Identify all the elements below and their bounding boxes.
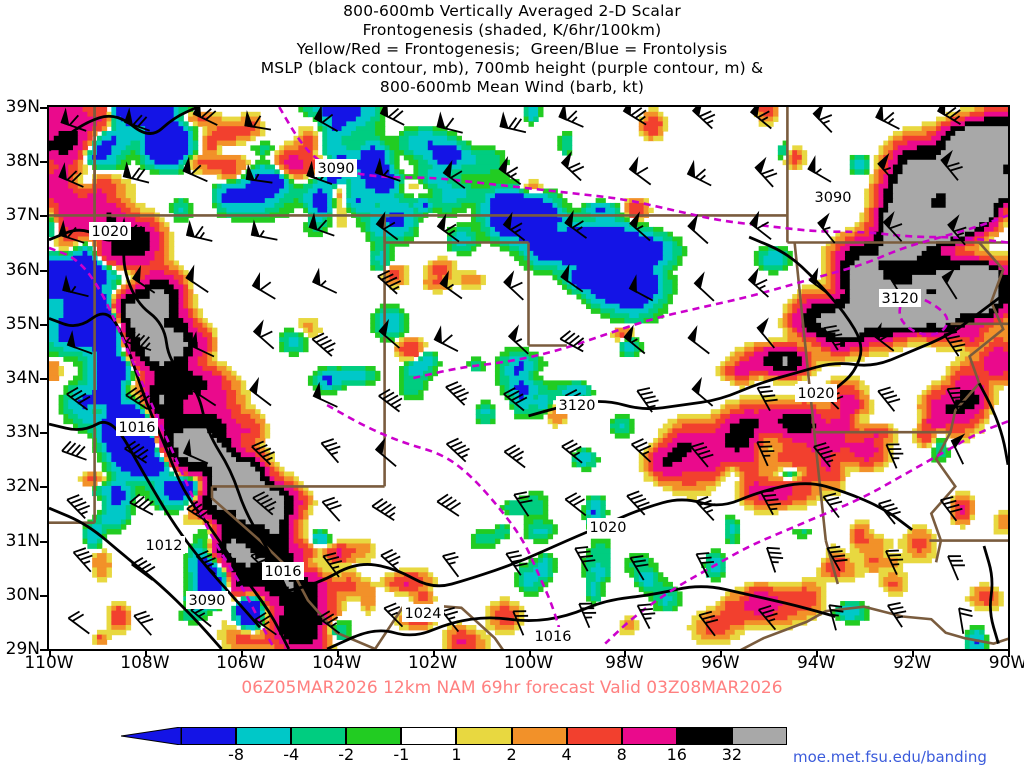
y-axis-tick-30N: 30N	[5, 584, 40, 605]
svg-text:1016: 1016	[119, 420, 156, 436]
y-axis-tick-38N: 38N	[5, 151, 40, 172]
colorbar-label-1: 1	[451, 745, 462, 764]
y-tickmark	[40, 649, 49, 651]
frontogenesis-map: 1020 1016 1012 1016 1024 1016 1020 1020 3090 3090…	[49, 107, 1008, 649]
colorbar-label--2: -2	[338, 745, 355, 764]
colorbar-segment-9[interactable]	[676, 727, 732, 745]
x-axis-tick-92W: 92W	[892, 653, 932, 673]
x-axis-tick-104W: 104W	[312, 653, 362, 673]
svg-text:1016: 1016	[535, 629, 572, 645]
colorbar-segment-6[interactable]	[511, 727, 567, 745]
colorbar-label-2: 2	[506, 745, 517, 764]
x-tickmark	[144, 649, 147, 657]
y-axis-tick-35N: 35N	[5, 313, 40, 334]
x-tickmark	[720, 649, 723, 657]
y-axis-tick-31N: 31N	[5, 530, 40, 551]
colorbar[interactable]	[181, 727, 787, 745]
y-tickmark	[40, 323, 49, 326]
colorbar-label--8: -8	[228, 745, 245, 764]
svg-text:3090: 3090	[318, 161, 355, 177]
colorbar-segment-0[interactable]	[181, 727, 237, 745]
forecast-caption: 06Z05MAR2026 12km NAM 69hr forecast Vali…	[241, 678, 783, 698]
title-line-4: MSLP (black contour, mb), 700mb height (…	[260, 59, 764, 77]
y-tickmark	[40, 269, 49, 272]
x-axis-tick-94W: 94W	[796, 653, 836, 673]
x-axis-tick-110W: 110W	[24, 653, 74, 673]
svg-text:1020: 1020	[590, 520, 627, 536]
colorbar-label-8: 8	[616, 745, 627, 764]
svg-text:3090: 3090	[189, 593, 226, 609]
colorbar-label-16: 16	[666, 745, 687, 764]
y-tickmark	[40, 378, 49, 380]
colorbar-segment-1[interactable]	[236, 727, 292, 745]
colorbar-label--1: -1	[393, 745, 410, 764]
y-axis-tick-36N: 36N	[5, 259, 40, 280]
y-tickmark	[40, 594, 49, 597]
y-axis-tick-33N: 33N	[5, 422, 40, 443]
x-tickmark	[912, 649, 915, 657]
svg-text:3120: 3120	[882, 291, 919, 307]
y-tickmark	[40, 432, 49, 435]
contour-labels: 1020 1016 1012 1016 1024 1016 1020 1020 3090 3090…	[89, 159, 921, 645]
colorbar-label-32: 32	[721, 745, 743, 764]
title-line-3: Yellow/Red = Frontogenesis; Green/Blue =…	[296, 40, 728, 58]
y-tickmark	[40, 486, 49, 489]
x-tickmark	[1008, 649, 1010, 657]
svg-text:3120: 3120	[559, 398, 596, 414]
y-tickmark	[40, 540, 49, 543]
x-tickmark	[336, 649, 339, 657]
x-tickmark	[624, 649, 627, 657]
colorbar-segment-3[interactable]	[346, 727, 402, 745]
x-axis-tick-98W: 98W	[605, 653, 644, 673]
x-tickmark	[240, 649, 243, 657]
y-tickmark	[40, 215, 49, 218]
svg-text:1016: 1016	[265, 564, 302, 580]
svg-text:3090: 3090	[815, 190, 852, 206]
svg-text:1020: 1020	[798, 386, 835, 402]
colorbar-label-4: 4	[561, 745, 572, 764]
svg-text:1024: 1024	[405, 606, 442, 622]
y-axis-tick-39N: 39N	[5, 97, 40, 117]
x-tickmark	[528, 649, 531, 657]
colorbar-segment-7[interactable]	[566, 727, 622, 745]
wind-barbs	[58, 107, 973, 637]
y-axis-tick-32N: 32N	[5, 476, 40, 497]
colorbar-label--4: -4	[283, 745, 300, 764]
map-plot-area[interactable]: 1020 1016 1012 1016 1024 1016 1020 1020 3090 3090…	[47, 105, 1010, 651]
y-axis-tick-29N: 29N	[5, 639, 40, 659]
colorbar-segment-5[interactable]	[456, 727, 512, 745]
y-axis-tick-37N: 37N	[5, 205, 40, 226]
y-tickmark	[40, 161, 49, 164]
colorbar-segment-4[interactable]	[401, 727, 457, 745]
title-line-2: Frontogenesis (shaded, K/6hr/100km)	[362, 21, 662, 39]
x-tickmark	[49, 649, 51, 657]
colorbar-segment-10[interactable]	[731, 727, 787, 745]
y-axis-tick-34N: 34N	[5, 368, 40, 388]
x-tickmark	[432, 649, 435, 657]
y-tickmark	[40, 107, 49, 109]
x-axis-tick-90W: 90W	[988, 653, 1024, 673]
title-line-5: 800-600mb Mean Wind (barb, kt)	[379, 78, 645, 96]
x-axis-tick-102W: 102W	[407, 653, 458, 673]
x-axis-tick-100W: 100W	[503, 653, 554, 673]
svg-text:1012: 1012	[146, 538, 183, 554]
colorbar-segment-2[interactable]	[291, 727, 347, 745]
x-axis-tick-106W: 106W	[216, 653, 266, 673]
x-axis-tick-108W: 108W	[120, 653, 170, 673]
chart-title-block: 800-600mb Vertically Averaged 2-D Scalar…	[0, 2, 1024, 97]
colorbar-under-arrow	[121, 727, 181, 745]
site-watermark: moe.met.fsu.edu/banding	[793, 748, 987, 766]
x-axis-tick-96W: 96W	[701, 653, 740, 673]
x-tickmark	[816, 649, 819, 657]
title-line-1: 800-600mb Vertically Averaged 2-D Scalar	[343, 2, 681, 20]
colorbar-segment-8[interactable]	[621, 727, 677, 745]
frontogenesis-shading	[49, 107, 1008, 649]
svg-text:1020: 1020	[92, 224, 129, 240]
